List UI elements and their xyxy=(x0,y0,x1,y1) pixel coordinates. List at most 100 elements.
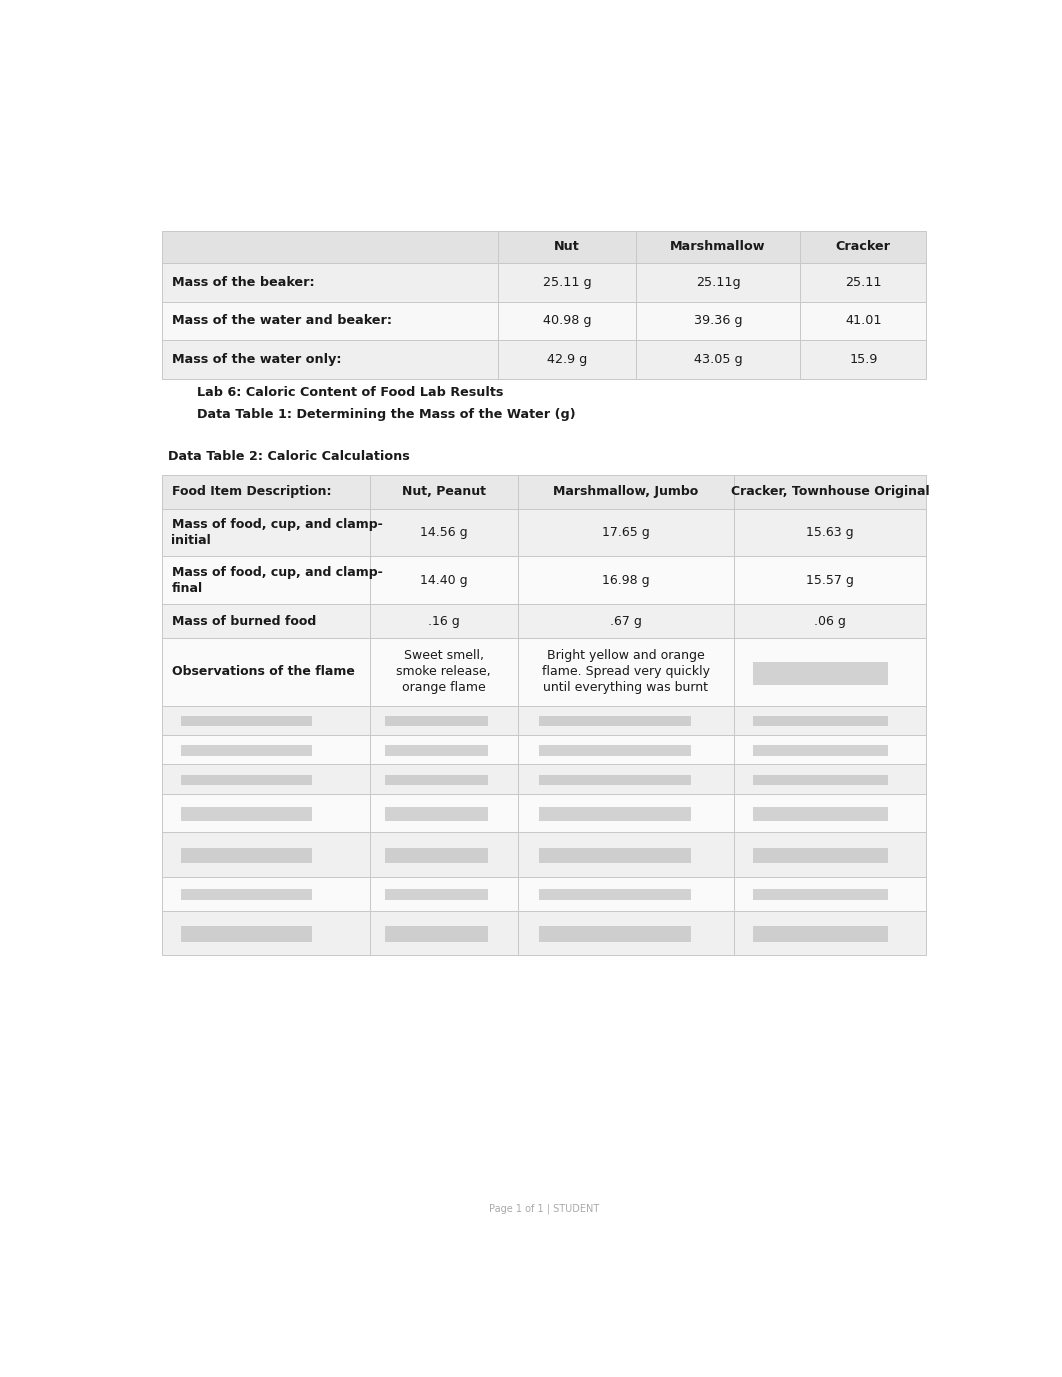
Bar xyxy=(517,735,734,764)
Bar xyxy=(753,716,888,726)
Bar xyxy=(162,832,370,877)
Bar xyxy=(370,706,517,735)
Text: Marshmallow: Marshmallow xyxy=(670,241,766,253)
Bar xyxy=(370,508,517,556)
Text: Nut: Nut xyxy=(554,241,580,253)
Bar xyxy=(636,302,801,340)
Bar xyxy=(498,340,636,379)
Bar xyxy=(517,910,734,956)
Bar xyxy=(498,263,636,302)
Bar xyxy=(162,605,370,638)
Bar xyxy=(384,888,489,901)
Bar xyxy=(517,764,734,793)
Bar xyxy=(539,745,690,756)
Bar xyxy=(162,638,370,706)
Bar xyxy=(753,774,888,785)
Bar xyxy=(162,910,370,956)
Text: Mass of food, cup, and clamp-
final: Mass of food, cup, and clamp- final xyxy=(171,566,382,595)
Text: Mass of the water only:: Mass of the water only: xyxy=(171,353,341,366)
Text: .16 g: .16 g xyxy=(428,614,460,628)
Bar xyxy=(370,735,517,764)
Text: Bright yellow and orange
flame. Spread very quickly
until everything was burnt: Bright yellow and orange flame. Spread v… xyxy=(542,650,709,694)
Text: Mass of the beaker:: Mass of the beaker: xyxy=(171,275,314,289)
Bar xyxy=(801,302,926,340)
Text: 17.65 g: 17.65 g xyxy=(602,526,650,538)
Bar xyxy=(384,716,489,726)
Bar xyxy=(753,807,888,821)
Text: Sweet smell,
smoke release,
orange flame: Sweet smell, smoke release, orange flame xyxy=(396,650,491,694)
Bar xyxy=(517,475,734,508)
Text: 40.98 g: 40.98 g xyxy=(543,314,592,328)
Text: Nut, Peanut: Nut, Peanut xyxy=(401,485,485,498)
Bar xyxy=(162,231,498,263)
Bar xyxy=(753,745,888,756)
Bar xyxy=(162,556,370,605)
Bar xyxy=(734,508,926,556)
Bar xyxy=(734,556,926,605)
Text: .06 g: .06 g xyxy=(815,614,846,628)
Bar xyxy=(384,745,489,756)
Text: 41.01: 41.01 xyxy=(845,314,881,328)
Bar xyxy=(384,927,489,942)
Bar xyxy=(498,231,636,263)
Bar xyxy=(734,877,926,910)
Bar xyxy=(370,475,517,508)
Text: Cracker, Townhouse Original: Cracker, Townhouse Original xyxy=(731,485,929,498)
Bar xyxy=(370,793,517,832)
Bar xyxy=(539,848,690,863)
Bar xyxy=(753,662,888,686)
Bar xyxy=(517,508,734,556)
Bar xyxy=(636,340,801,379)
Text: 14.40 g: 14.40 g xyxy=(419,574,467,587)
Bar xyxy=(384,848,489,863)
Bar xyxy=(517,605,734,638)
Text: Data Table 2: Caloric Calculations: Data Table 2: Caloric Calculations xyxy=(169,450,410,463)
Bar xyxy=(181,716,312,726)
Text: Mass of food, cup, and clamp-
initial: Mass of food, cup, and clamp- initial xyxy=(171,518,382,547)
Text: 25.11: 25.11 xyxy=(845,275,881,289)
Bar xyxy=(734,475,926,508)
Bar xyxy=(370,764,517,793)
Bar xyxy=(753,927,888,942)
Bar xyxy=(162,735,370,764)
Bar xyxy=(370,605,517,638)
Text: 25.11g: 25.11g xyxy=(696,275,740,289)
Bar xyxy=(162,340,498,379)
Bar xyxy=(181,927,312,942)
Bar xyxy=(517,706,734,735)
Bar xyxy=(539,807,690,821)
Bar xyxy=(801,340,926,379)
Text: 15.9: 15.9 xyxy=(850,353,877,366)
Text: Marshmallow, Jumbo: Marshmallow, Jumbo xyxy=(553,485,699,498)
Bar xyxy=(734,638,926,706)
Bar xyxy=(801,231,926,263)
Bar xyxy=(498,302,636,340)
Bar xyxy=(539,716,690,726)
Text: 15.57 g: 15.57 g xyxy=(806,574,854,587)
Bar xyxy=(734,793,926,832)
Bar xyxy=(181,807,312,821)
Bar xyxy=(734,735,926,764)
Bar xyxy=(162,508,370,556)
Bar xyxy=(162,706,370,735)
Bar xyxy=(734,764,926,793)
Text: 14.56 g: 14.56 g xyxy=(419,526,467,538)
Text: Observations of the flame: Observations of the flame xyxy=(171,665,355,679)
Bar xyxy=(370,877,517,910)
Bar xyxy=(181,888,312,901)
Bar xyxy=(734,605,926,638)
Text: 15.63 g: 15.63 g xyxy=(806,526,854,538)
Bar xyxy=(517,832,734,877)
Bar xyxy=(801,263,926,302)
Text: Cracker: Cracker xyxy=(836,241,891,253)
Text: 16.98 g: 16.98 g xyxy=(602,574,650,587)
Text: Food Item Description:: Food Item Description: xyxy=(171,485,331,498)
Bar xyxy=(162,263,498,302)
Bar xyxy=(370,910,517,956)
Text: 42.9 g: 42.9 g xyxy=(547,353,587,366)
Bar xyxy=(370,832,517,877)
Bar xyxy=(181,774,312,785)
Bar xyxy=(162,764,370,793)
Bar xyxy=(539,774,690,785)
Bar xyxy=(517,556,734,605)
